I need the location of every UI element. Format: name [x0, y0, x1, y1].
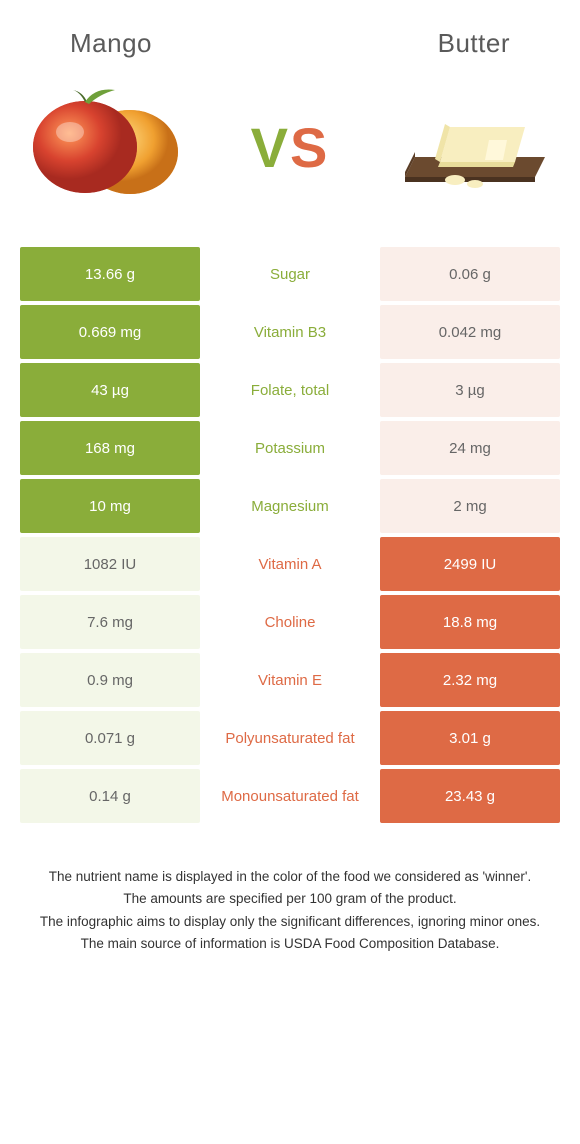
footnote-line: The nutrient name is displayed in the co…: [30, 867, 550, 887]
vs-label: VS: [251, 115, 330, 180]
value-left: 0.669 mg: [20, 305, 200, 359]
footnote-line: The main source of information is USDA F…: [30, 934, 550, 954]
table-row: 0.669 mgVitamin B30.042 mg: [20, 305, 560, 359]
value-right: 23.43 g: [380, 769, 560, 823]
nutrient-label: Magnesium: [200, 479, 380, 533]
value-right: 2 mg: [380, 479, 560, 533]
comparison-table: 13.66 gSugar0.06 g0.669 mgVitamin B30.04…: [0, 247, 580, 823]
footnotes: The nutrient name is displayed in the co…: [0, 827, 580, 976]
vs-v: V: [251, 116, 290, 179]
nutrient-label: Vitamin A: [200, 537, 380, 591]
images-row: VS: [0, 67, 580, 247]
value-right: 3 µg: [380, 363, 560, 417]
header: Mango Butter: [0, 0, 580, 67]
table-row: 43 µgFolate, total3 µg: [20, 363, 560, 417]
table-row: 168 mgPotassium24 mg: [20, 421, 560, 475]
value-left: 13.66 g: [20, 247, 200, 301]
value-left: 168 mg: [20, 421, 200, 475]
food-left-title: Mango: [70, 28, 152, 59]
table-row: 10 mgMagnesium2 mg: [20, 479, 560, 533]
value-right: 0.042 mg: [380, 305, 560, 359]
footnote-line: The infographic aims to display only the…: [30, 912, 550, 932]
nutrient-label: Potassium: [200, 421, 380, 475]
value-left: 43 µg: [20, 363, 200, 417]
value-right: 2.32 mg: [380, 653, 560, 707]
value-left: 0.14 g: [20, 769, 200, 823]
nutrient-label: Folate, total: [200, 363, 380, 417]
nutrient-label: Choline: [200, 595, 380, 649]
table-row: 7.6 mgCholine18.8 mg: [20, 595, 560, 649]
value-right: 0.06 g: [380, 247, 560, 301]
nutrient-label: Monounsaturated fat: [200, 769, 380, 823]
nutrient-label: Polyunsaturated fat: [200, 711, 380, 765]
value-right: 24 mg: [380, 421, 560, 475]
value-right: 3.01 g: [380, 711, 560, 765]
nutrient-label: Vitamin B3: [200, 305, 380, 359]
vs-s: S: [290, 116, 329, 179]
table-row: 0.14 gMonounsaturated fat23.43 g: [20, 769, 560, 823]
footnote-line: The amounts are specified per 100 gram o…: [30, 889, 550, 909]
table-row: 13.66 gSugar0.06 g: [20, 247, 560, 301]
value-left: 0.9 mg: [20, 653, 200, 707]
value-left: 7.6 mg: [20, 595, 200, 649]
butter-image: [380, 77, 560, 217]
value-left: 1082 IU: [20, 537, 200, 591]
nutrient-label: Sugar: [200, 247, 380, 301]
nutrient-label: Vitamin E: [200, 653, 380, 707]
table-row: 0.9 mgVitamin E2.32 mg: [20, 653, 560, 707]
table-row: 1082 IUVitamin A2499 IU: [20, 537, 560, 591]
value-left: 10 mg: [20, 479, 200, 533]
value-left: 0.071 g: [20, 711, 200, 765]
mango-image: [20, 77, 200, 217]
value-right: 2499 IU: [380, 537, 560, 591]
food-right-title: Butter: [438, 28, 510, 59]
value-right: 18.8 mg: [380, 595, 560, 649]
table-row: 0.071 gPolyunsaturated fat3.01 g: [20, 711, 560, 765]
